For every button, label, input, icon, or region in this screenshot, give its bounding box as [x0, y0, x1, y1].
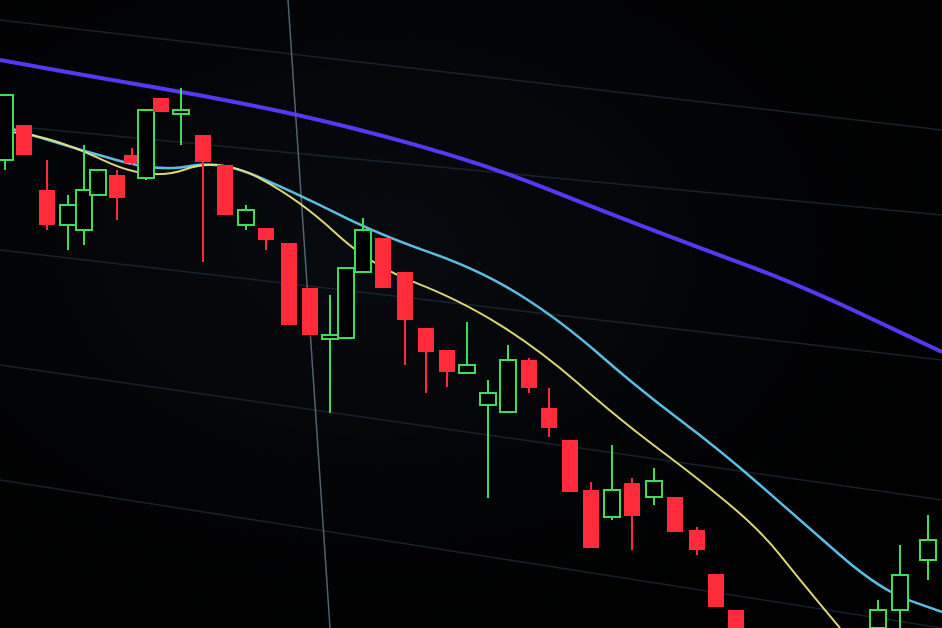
candle-body [869, 609, 887, 628]
candle-body [172, 109, 190, 115]
candle-body [689, 530, 705, 550]
candle-body [153, 98, 169, 112]
bearish-candle [418, 328, 434, 393]
grid-line [0, 19, 942, 131]
candle-body [499, 359, 517, 413]
bullish-candle [603, 445, 621, 520]
bearish-candle [153, 98, 169, 112]
candle-body [281, 243, 297, 325]
bearish-candle [195, 135, 211, 262]
bearish-candle [16, 125, 32, 155]
candle-body [521, 360, 537, 388]
candle-body [302, 288, 318, 335]
bullish-candle [137, 109, 155, 180]
grid-line [0, 364, 942, 501]
candle-body [541, 408, 557, 428]
bearish-candle [302, 288, 318, 335]
bearish-candle [541, 388, 557, 437]
candle-body [16, 125, 32, 155]
candle-body [583, 490, 599, 548]
candle-body [562, 440, 578, 492]
bearish-candle [728, 610, 744, 628]
bullish-candle [0, 94, 14, 170]
bullish-candle [458, 322, 476, 374]
candle-body [75, 189, 93, 231]
candle-body [624, 483, 640, 516]
bullish-candle [919, 515, 937, 580]
bearish-candle [708, 574, 724, 607]
candle-body [195, 135, 211, 162]
candle-body [479, 392, 497, 406]
candle-body [439, 350, 455, 372]
bullish-candle [499, 345, 517, 413]
candle-body [59, 204, 77, 226]
bullish-candle [891, 545, 909, 628]
grid-line [0, 124, 942, 216]
bearish-candle [624, 478, 640, 550]
bearish-candle [375, 238, 391, 288]
candle-body [109, 175, 125, 198]
candle-body [418, 328, 434, 352]
ma-slow-line [0, 58, 942, 354]
candle-body [728, 610, 744, 628]
candle-body [919, 539, 937, 561]
candle-body [39, 190, 55, 225]
bullish-candle [337, 267, 355, 339]
bullish-candle [645, 468, 663, 505]
bearish-candle [109, 170, 125, 220]
candle-body [667, 497, 683, 532]
candle-body [0, 94, 14, 161]
bearish-candle [39, 160, 55, 230]
bearish-candle [583, 482, 599, 548]
candle-body [603, 489, 621, 518]
bullish-candle [59, 195, 77, 250]
bearish-candle [397, 272, 413, 365]
bearish-candle [562, 440, 578, 492]
candle-body [645, 480, 663, 498]
bearish-candle [667, 497, 683, 532]
bullish-candle [869, 600, 887, 628]
grid-line [0, 479, 942, 628]
bullish-candle [321, 295, 339, 413]
candle-body [321, 334, 339, 340]
candle-body [258, 228, 274, 240]
candle-body [124, 155, 140, 163]
candle-body [708, 574, 724, 607]
bearish-candle [439, 350, 455, 387]
candle-body [217, 165, 233, 215]
candle-body [89, 169, 107, 196]
bearish-candle [521, 358, 537, 393]
candle-body [337, 267, 355, 339]
bullish-candle [479, 380, 497, 498]
grid-line [0, 249, 942, 361]
candle-body [137, 109, 155, 179]
bullish-candle [354, 218, 372, 273]
bullish-candle [75, 145, 93, 245]
candle-body [354, 229, 372, 273]
bearish-candle [124, 148, 140, 165]
ma-fast-line [0, 129, 841, 628]
bullish-candle [89, 169, 107, 196]
candles [0, 88, 937, 628]
bullish-candle [237, 205, 255, 230]
candle-body [397, 272, 413, 320]
bearish-candle [217, 165, 233, 215]
bullish-candle [172, 88, 190, 145]
bearish-candle [689, 527, 705, 555]
bearish-candle [258, 228, 274, 250]
candle-body [458, 364, 476, 374]
candle-body [237, 209, 255, 226]
candle-body [375, 238, 391, 288]
bearish-candle [281, 243, 297, 325]
candle-body [891, 574, 909, 611]
